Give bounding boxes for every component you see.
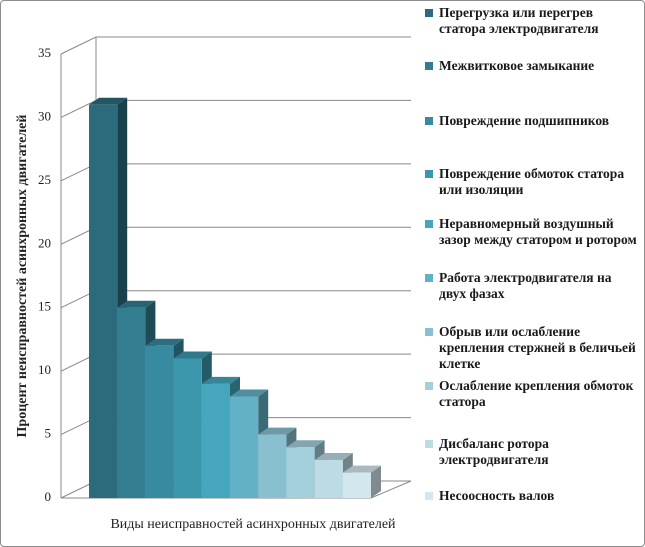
y-axis-label: Процент неисправностей асинхронных двига… [15,115,30,438]
bar [342,472,371,498]
bar [201,383,230,498]
legend-swatch [425,117,433,125]
legend-item: Перегрузка или перегрев статора электрод… [425,5,640,37]
legend-label: Ослабление крепления обмоток статора [439,378,634,409]
bar-top [145,338,184,346]
legend-label: Несоосность валов [439,488,555,503]
legend-swatch [425,492,433,500]
bar-top [258,427,297,435]
legend-label: Межвитковое замыкание [439,58,595,73]
bar-top [342,465,381,473]
bar-top [286,440,325,448]
y-tick-label: 0 [45,489,52,504]
y-tick-label: 20 [38,235,51,250]
y-tick-label: 10 [38,362,51,377]
legend-item: Неравномерный воздушный зазор между стат… [425,216,640,248]
bar [117,307,146,498]
legend-label: Работа электродвигателя на двух фазах [439,270,612,301]
y-tick-label: 15 [38,299,51,314]
legend-label: Перегрузка или перегрев статора электрод… [439,5,599,36]
bar-top [117,300,156,308]
y-tick-label: 35 [38,45,51,60]
bar-top [89,97,128,105]
legend-item: Работа электродвигателя на двух фазах [425,270,640,302]
legend-swatch [425,62,433,70]
x-axis-label: Виды неисправностей асинхронных двигател… [110,517,396,532]
legend-swatch [425,170,433,178]
legend-item: Повреждение подшипников [425,113,640,129]
legend-item: Обрыв или ослабление крепления стержней … [425,324,640,372]
legend-label: Обрыв или ослабление крепления стержней … [439,324,636,371]
legend-item: Несоосность валов [425,488,640,504]
bar [258,434,287,498]
legend-swatch [425,9,433,17]
bar-top [230,389,269,397]
y-tick-label: 5 [45,426,52,441]
y-tick-label: 30 [38,108,51,123]
legend-item: Дисбаланс ротора электродвигателя [425,436,640,468]
legend-item: Повреждение обмоток статора или изоляции [425,166,640,198]
legend-swatch [425,328,433,336]
bar-top [173,351,212,359]
legend-label: Повреждение обмоток статора или изоляции [439,166,625,197]
legend-item: Ослабление крепления обмоток статора [425,378,640,410]
legend-swatch [425,274,433,282]
legend-label: Повреждение подшипников [439,113,610,128]
legend-swatch [425,382,433,390]
bar [173,358,202,498]
bar [314,459,343,498]
legend-label: Неравномерный воздушный зазор между стат… [439,216,637,247]
bar [145,345,174,498]
y-tick-label: 25 [38,172,51,187]
bar-side [371,465,381,498]
bar-top [314,452,353,460]
legend-swatch [425,440,433,448]
grid-line [60,36,411,55]
legend-item: Межвитковое замыкание [425,58,640,74]
legend-swatch [425,220,433,228]
legend-label: Дисбаланс ротора электродвигателя [439,436,549,467]
bar [230,396,259,498]
bar [89,104,118,498]
bar-top [201,376,240,384]
bar [286,447,315,498]
